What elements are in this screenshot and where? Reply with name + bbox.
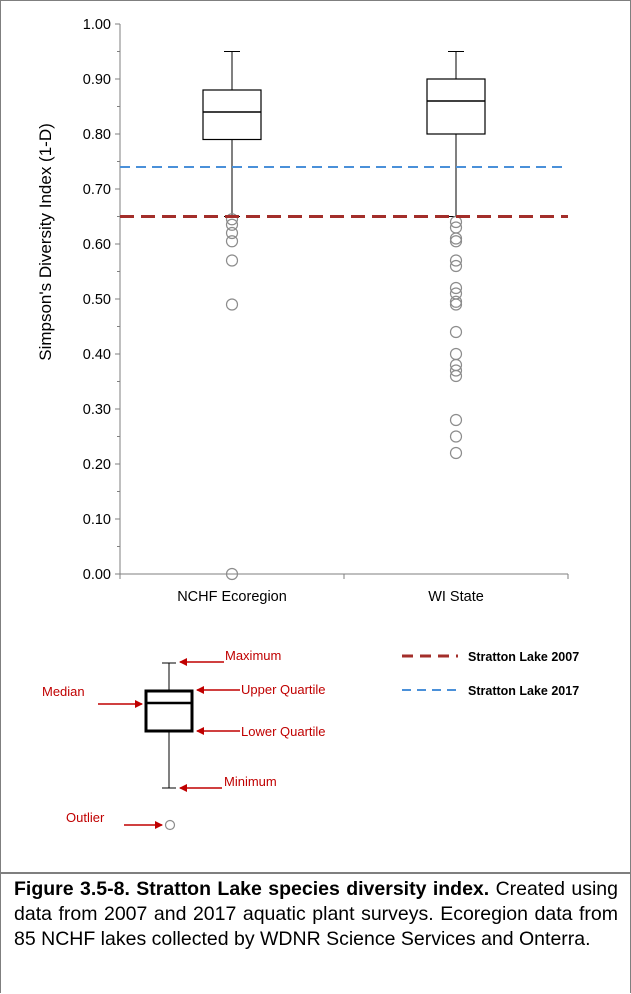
figure-caption: Figure 3.5-8. Stratton Lake species dive… (14, 877, 618, 952)
y-tick-label: 1.00 (83, 17, 111, 33)
key-label-upper-quartile: Upper Quartile (241, 682, 326, 697)
caption-divider (0, 872, 631, 874)
outlier-point (449, 232, 463, 245)
outlier-point (449, 364, 463, 377)
outlier-point (225, 213, 239, 226)
key-label-minimum: Minimum (224, 774, 277, 789)
outlier-point (449, 295, 463, 308)
key-label-median: Median (42, 684, 85, 699)
outlier-point (225, 226, 239, 240)
outlier-point (449, 281, 463, 295)
y-tick-label: 0.40 (83, 347, 111, 363)
y-tick-label: 0.00 (83, 567, 111, 583)
y-tick-label: 0.80 (83, 127, 111, 143)
iqr-box (426, 78, 486, 135)
key-box-shape (144, 689, 194, 733)
y-axis-title: Simpson's Diversity Index (1-D) (36, 123, 55, 361)
legend-label-2007: Stratton Lake 2007 (468, 650, 579, 664)
y-tick-label: 0.10 (83, 512, 111, 528)
outlier-point (449, 446, 463, 460)
outlier-point (449, 347, 463, 361)
key-label-lower-quartile: Lower Quartile (241, 724, 326, 739)
outlier-point (225, 254, 239, 267)
x-category-label: NCHF Ecoregion (177, 589, 287, 605)
outlier-point (449, 430, 463, 443)
outlier-point (449, 254, 463, 267)
legend-label-2017: Stratton Lake 2017 (468, 684, 579, 698)
box-plot-chart: 0.00 0.10 0.20 0.30 0.40 0.50 0.60 0.70 0.80 0.90… (36, 17, 569, 605)
outlier-point (449, 369, 463, 383)
outlier-point (225, 218, 239, 231)
key-annotations: Maximum Upper Quartile Median Lower Quar… (42, 648, 579, 831)
key-outlier-circle (164, 819, 176, 831)
caption-title: Figure 3.5-8. Stratton Lake species dive… (14, 878, 490, 900)
outlier-point (225, 567, 239, 581)
outlier-point (449, 298, 463, 311)
outlier-point (449, 259, 463, 273)
outlier-point (449, 235, 463, 248)
outlier-point (225, 235, 239, 248)
y-tick-label: 0.70 (83, 182, 111, 198)
y-tick-label: 0.30 (83, 402, 111, 418)
key-label-outlier: Outlier (66, 810, 105, 825)
outlier-point (449, 325, 463, 339)
x-category-label: WI State (428, 589, 484, 605)
y-tick-label: 0.60 (83, 237, 111, 253)
outlier-point (449, 413, 463, 427)
y-tick-label: 0.20 (83, 457, 111, 473)
outlier-point (225, 298, 239, 311)
key-label-maximum: Maximum (225, 648, 281, 663)
iqr-box (202, 89, 262, 141)
caption-body: Created using data from 2007 and 2017 aq… (14, 878, 618, 950)
y-tick-label: 0.90 (83, 72, 111, 88)
y-tick-label: 0.50 (83, 292, 111, 308)
